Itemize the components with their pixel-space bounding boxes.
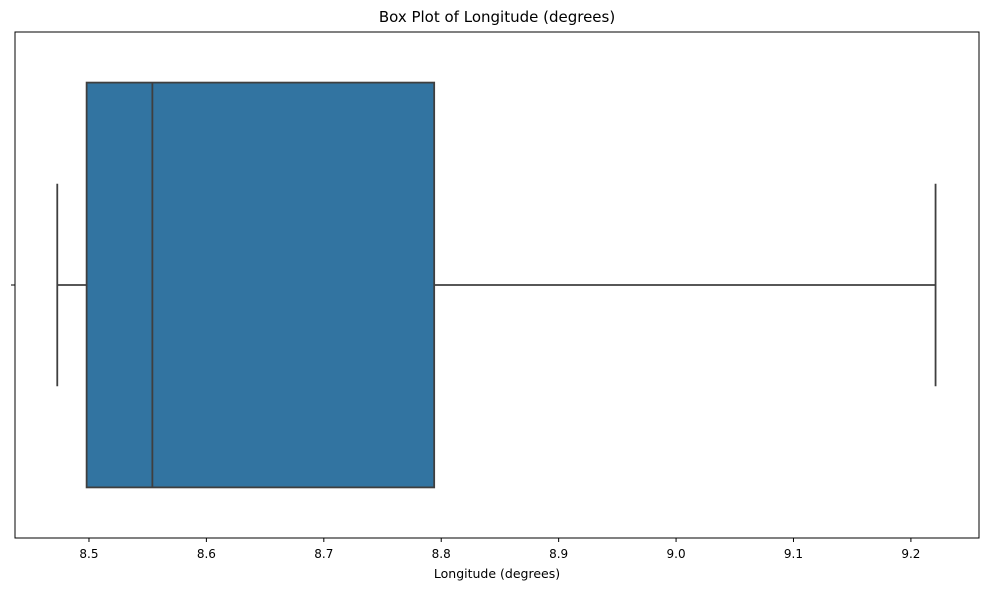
box-series-0	[56, 81, 937, 489]
x-axis: 8.5 8.6 8.7 8.8 8.9 9.0 9.1 9.2	[11, 284, 920, 561]
x-tick-label: 8.7	[314, 547, 333, 561]
chart-title: Box Plot of Longitude (degrees)	[379, 8, 615, 26]
plot-frame	[14, 31, 980, 539]
x-tick-label: 8.8	[432, 547, 451, 561]
iqr-box	[85, 81, 436, 489]
x-tick-label: 9.2	[901, 547, 920, 561]
x-tick-label: 8.9	[549, 547, 568, 561]
x-axis-label: Longitude (degrees)	[434, 566, 560, 581]
plot-area	[56, 81, 937, 489]
x-tick-label: 9.0	[667, 547, 686, 561]
x-tick-label: 9.1	[784, 547, 803, 561]
x-tick-label: 8.5	[79, 547, 98, 561]
x-tick-label: 8.6	[197, 547, 216, 561]
